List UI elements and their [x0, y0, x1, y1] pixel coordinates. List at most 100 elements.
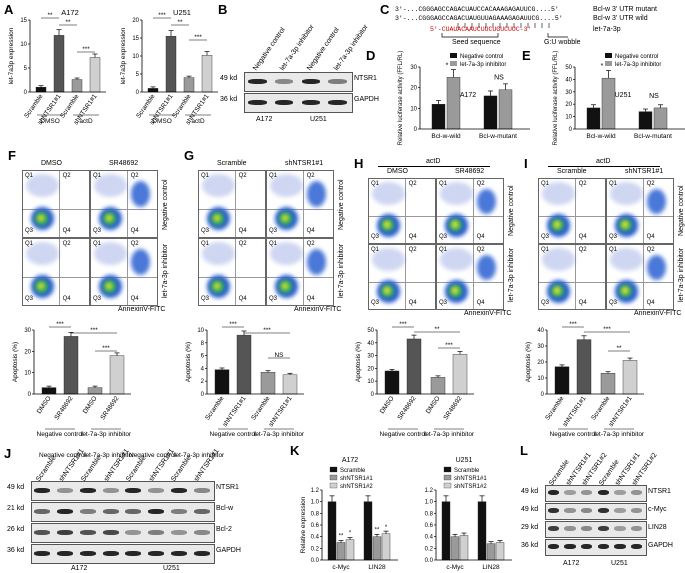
- chartI-group-label: Negative control: [550, 431, 598, 438]
- flow-g-flow-plot: Q1 Q2 Q3 Q4: [266, 170, 334, 238]
- blot-j-band: [57, 529, 74, 535]
- flow-h-letter: H: [354, 156, 364, 171]
- chartA1-ylabel: let-7a3p expression: [8, 27, 15, 84]
- blot-b-band: [248, 78, 267, 84]
- blot-j-band: [79, 550, 96, 556]
- blot-l-band: [564, 508, 576, 513]
- chartG-ylabel: Apoptosis (%): [185, 342, 192, 382]
- flow-density: [383, 287, 391, 294]
- gu-wobble-label: G:U wobble: [544, 39, 581, 46]
- chartK1-tick-label: 0.6: [311, 523, 320, 529]
- blot-j-lane-label: Scramble: [35, 454, 58, 484]
- flow-quadrant-label: Q4: [238, 296, 247, 302]
- chartH-sig: ***: [445, 342, 453, 349]
- chartK1-legend-swatch: [329, 482, 338, 489]
- flow-quadrant-label: Q3: [541, 300, 550, 306]
- flow-i-flow-plot: Q1 Q2 Q3 Q4: [606, 244, 674, 310]
- chartE-legend-swatch: [605, 61, 612, 66]
- chartK2-legend-text: Scramble: [454, 468, 480, 474]
- chartI-ylabel: Apoptosis (%): [525, 342, 532, 382]
- chartK1-bar: [381, 533, 391, 561]
- flow-quadrant-label: Q2: [578, 181, 587, 187]
- chartD-tick-label: 0: [414, 127, 418, 133]
- chartK1-legend-text: shNTSR1#1: [340, 476, 373, 482]
- flow-i-col-label: Scramble: [557, 168, 587, 175]
- blot-l-band: [614, 508, 626, 513]
- flow-gate-v: [405, 245, 407, 309]
- chartA1-bar: [89, 57, 101, 93]
- chartK2-legend-text: shNTSR1#1: [454, 476, 487, 482]
- flow-quadrant-label: Q4: [306, 228, 315, 234]
- flow-quadrant-label: Q4: [476, 234, 485, 240]
- chartE-legend-text: let-7a-3p inhibitor: [615, 62, 661, 68]
- flow-quadrant-label: Q3: [201, 296, 210, 302]
- flow-quadrant-label: Q3: [609, 234, 618, 240]
- chartK2-x-label: c-Myc: [446, 564, 464, 571]
- flow-gate-h: [23, 277, 89, 279]
- flow-h-top-label: actD: [426, 158, 441, 165]
- chartF-tick-label: 0: [28, 392, 32, 398]
- chartH-tick-label: 10: [367, 379, 374, 385]
- chartI-tick-label: 0: [541, 392, 545, 398]
- seq-wild: 3'-...CGGGAGCCAGACUAUGUUAGAAAGAGAUUCG...…: [395, 15, 563, 22]
- flow-density: [281, 282, 289, 290]
- chartG-group-label: Negative control: [210, 431, 258, 438]
- flow-density: [476, 254, 497, 281]
- chartK1-bar: [363, 501, 373, 561]
- flow-f-row-label: let-7a-3p inhibitor: [162, 243, 169, 298]
- flow-quadrant-label: Q2: [130, 173, 139, 179]
- blot-j-band: [102, 550, 119, 556]
- chartK2-bar: [495, 542, 505, 561]
- chartA1-sig: **: [65, 19, 71, 26]
- panel-letter-a: A: [4, 2, 14, 17]
- flow-density: [130, 180, 151, 208]
- blot-j-band: [34, 550, 51, 556]
- chartG-tick-label: 8: [201, 341, 205, 347]
- flow-quadrant-label: Q4: [476, 300, 485, 306]
- blot-j-kd-label: 36 kd: [7, 547, 25, 554]
- flow-quadrant-label: Q2: [306, 241, 315, 247]
- chartI-bar: [622, 360, 638, 395]
- chartE-sig: *: [601, 63, 604, 70]
- flow-i-row-label: let-7a-3p inhibitor: [678, 247, 685, 302]
- chartI-tick-label: 30: [537, 344, 544, 350]
- chartA2-bar: [165, 36, 177, 93]
- chartF-sig: ***: [90, 327, 98, 334]
- chartF-group-label: let-7a-3p inhibitor: [81, 431, 132, 438]
- chartI-x-label: Scramble: [590, 395, 612, 422]
- blot-j-band: [57, 550, 74, 556]
- flow-quadrant-label: Q1: [25, 241, 34, 247]
- flow-density: [202, 174, 236, 198]
- blot-l-kd-label: 29 kd: [521, 524, 539, 531]
- chartG-bar: [282, 374, 298, 395]
- chartH-group-label: let-7a-3p inhibitor: [424, 431, 475, 438]
- flow-quadrant-label: Q4: [408, 234, 417, 240]
- blot-l-band: [580, 544, 593, 549]
- flow-quadrant-label: Q4: [62, 228, 71, 234]
- flow-quadrant-label: Q2: [306, 173, 315, 179]
- flow-g-col-label: shNTSR1#1: [285, 160, 324, 167]
- chart-e: 0 10 20 30 40 50 Relative luciferase activity …: [553, 51, 685, 145]
- blot-j-lane-label: Scramble: [170, 454, 193, 484]
- blot-l-band: [614, 490, 626, 495]
- flow-gate-v: [575, 245, 577, 309]
- flow-f-flow-plot: Q1 Q2 Q3 Q4: [90, 238, 158, 306]
- flow-i-flow-plot: Q1 Q2 Q3 Q4: [538, 244, 606, 310]
- flow-i-top-line: [548, 166, 660, 167]
- chartD-cell: A172: [460, 92, 476, 99]
- chartD-bar: [483, 95, 498, 130]
- flow-density: [105, 282, 113, 290]
- chartA1-tick-label: 5: [24, 66, 28, 72]
- chartG-tick-label: 2: [201, 379, 205, 385]
- blot-j-band: [79, 487, 96, 493]
- chartE-tick-label: 20: [565, 102, 572, 108]
- blot-j-band: [170, 529, 187, 535]
- flow-gate-v: [473, 245, 475, 309]
- flow-h-flow-plot: Q1 Q2 Q3 Q4: [436, 178, 504, 244]
- flow-quadrant-label: Q3: [269, 228, 278, 234]
- flow-quadrant-label: Q4: [646, 300, 655, 306]
- blot-b-row-gapdh: [244, 93, 353, 113]
- blot-j-band: [34, 508, 51, 514]
- chartE-bar: [653, 107, 668, 130]
